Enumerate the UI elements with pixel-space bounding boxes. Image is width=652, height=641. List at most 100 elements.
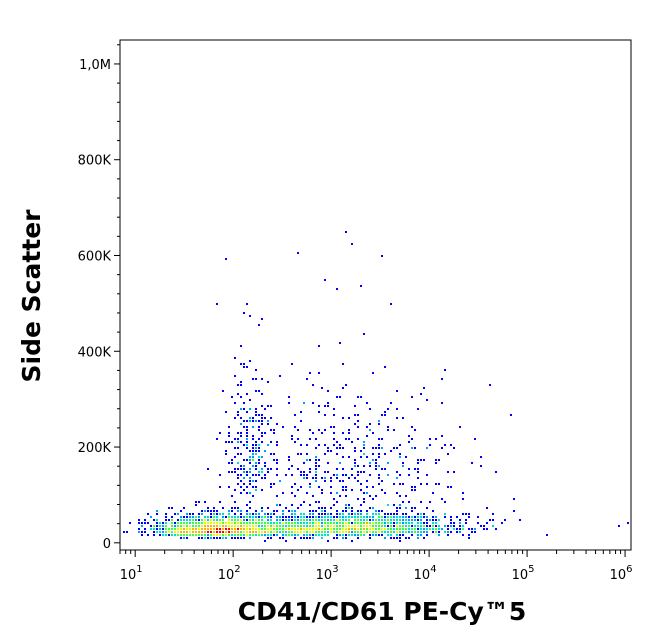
event-point — [321, 534, 323, 536]
event-point — [156, 522, 158, 524]
event-point — [261, 510, 263, 512]
event-point — [369, 531, 371, 533]
event-point — [282, 513, 284, 515]
event-point — [213, 528, 215, 530]
event-point — [345, 510, 347, 512]
event-point — [366, 456, 368, 458]
event-point — [228, 531, 230, 533]
event-point — [258, 531, 260, 533]
event-point — [486, 528, 488, 530]
event-point — [234, 471, 236, 473]
event-point — [402, 528, 404, 530]
event-point — [402, 522, 404, 524]
event-point — [294, 426, 296, 428]
event-point — [387, 528, 389, 530]
event-point — [171, 519, 173, 521]
event-point — [240, 435, 242, 437]
event-point — [174, 522, 176, 524]
event-point — [273, 432, 275, 434]
event-point — [378, 522, 380, 524]
event-point — [336, 468, 338, 470]
event-point — [339, 525, 341, 527]
event-point — [210, 513, 212, 515]
event-point — [234, 537, 236, 539]
event-point — [252, 459, 254, 461]
event-point — [360, 531, 362, 533]
event-point — [462, 534, 464, 536]
event-point — [372, 447, 374, 449]
x-tick-base: 10 — [512, 568, 529, 583]
event-point — [288, 456, 290, 458]
event-point — [387, 516, 389, 518]
event-point — [210, 516, 212, 518]
event-point — [435, 525, 437, 527]
y-tick-label: 0 — [103, 537, 111, 552]
event-point — [225, 441, 227, 443]
event-point — [399, 528, 401, 530]
x-tick-base: 10 — [218, 568, 235, 583]
event-point — [396, 525, 398, 527]
y-tick-label: 1,0M — [79, 58, 111, 73]
event-point — [381, 255, 383, 257]
event-point — [423, 537, 425, 539]
event-point — [249, 471, 251, 473]
event-point — [372, 459, 374, 461]
event-point — [231, 507, 233, 509]
event-point — [264, 408, 266, 410]
event-point — [309, 504, 311, 506]
event-point — [345, 516, 347, 518]
event-point — [204, 519, 206, 521]
event-point — [345, 537, 347, 539]
event-point — [264, 432, 266, 434]
event-point — [402, 516, 404, 518]
event-point — [423, 528, 425, 530]
event-point — [267, 420, 269, 422]
event-point — [255, 525, 257, 527]
event-point — [276, 516, 278, 518]
event-point — [486, 507, 488, 509]
event-point — [258, 420, 260, 422]
event-point — [363, 534, 365, 536]
event-point — [378, 453, 380, 455]
event-point — [396, 507, 398, 509]
event-point — [435, 462, 437, 464]
event-point — [288, 534, 290, 536]
event-point — [444, 444, 446, 446]
event-point — [210, 519, 212, 521]
event-point — [438, 519, 440, 521]
event-point — [258, 513, 260, 515]
event-point — [261, 432, 263, 434]
event-point — [450, 522, 452, 524]
event-point — [222, 531, 224, 533]
event-point — [138, 531, 140, 533]
event-point — [225, 528, 227, 530]
event-point — [396, 516, 398, 518]
event-point — [285, 534, 287, 536]
event-point — [345, 504, 347, 506]
event-point — [381, 531, 383, 533]
event-point — [348, 531, 350, 533]
event-point — [285, 522, 287, 524]
event-point — [348, 528, 350, 530]
x-tick-label: 102 — [218, 564, 241, 583]
event-point — [375, 468, 377, 470]
event-point — [390, 531, 392, 533]
event-point — [180, 531, 182, 533]
event-point — [168, 528, 170, 530]
event-point — [255, 480, 257, 482]
event-point — [348, 504, 350, 506]
event-point — [267, 471, 269, 473]
event-point — [372, 525, 374, 527]
event-point — [381, 480, 383, 482]
event-point — [345, 231, 347, 233]
event-point — [354, 519, 356, 521]
event-point — [228, 471, 230, 473]
event-point — [303, 516, 305, 518]
event-point — [156, 519, 158, 521]
event-point — [345, 384, 347, 386]
event-point — [303, 513, 305, 515]
event-point — [246, 510, 248, 512]
event-point — [309, 372, 311, 374]
event-point — [243, 444, 245, 446]
event-point — [417, 525, 419, 527]
